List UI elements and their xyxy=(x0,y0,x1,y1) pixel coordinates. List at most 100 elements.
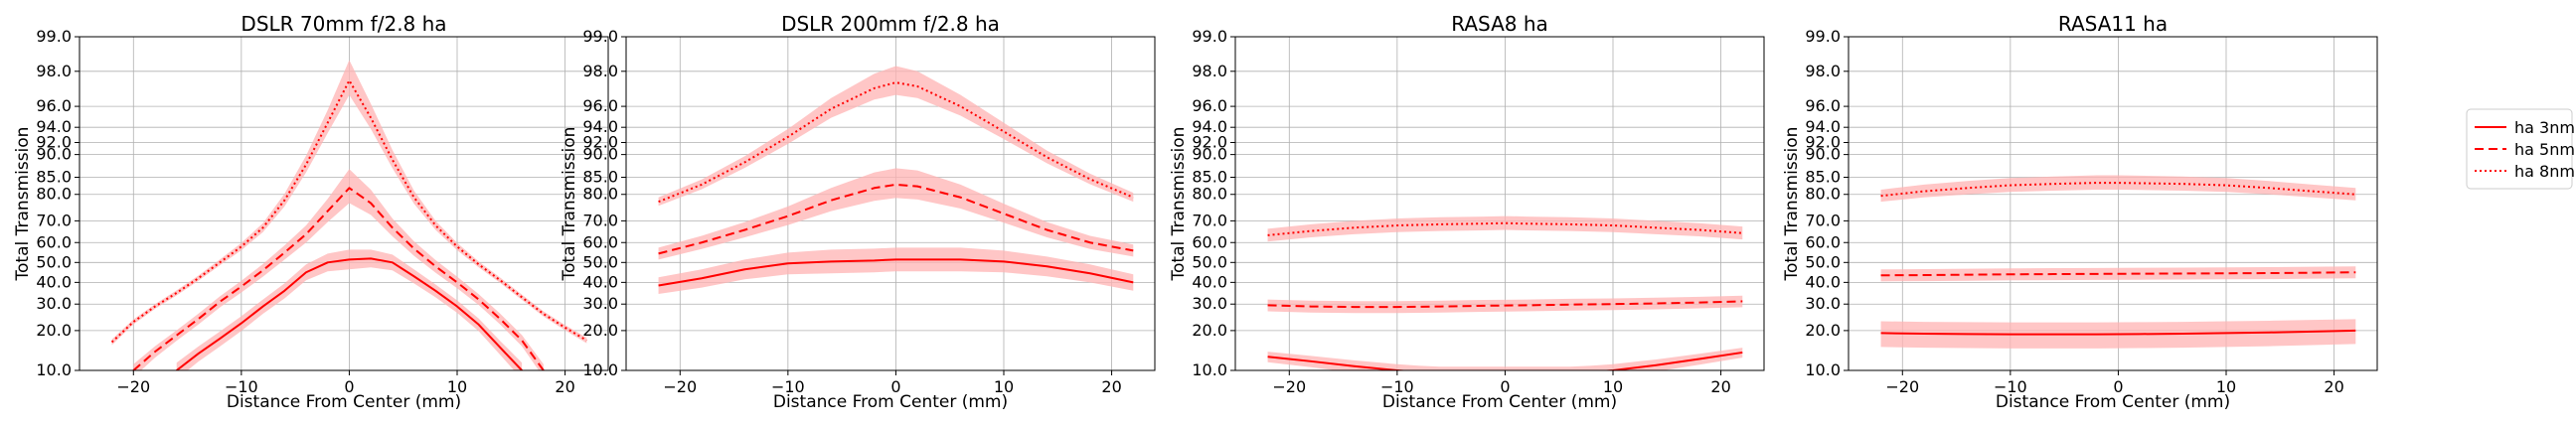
legend-label: ha 5nm xyxy=(2514,140,2575,159)
band-dotted xyxy=(658,66,1134,207)
y-tick-label: 98.0 xyxy=(1805,62,1841,80)
y-tick-label: 92.0 xyxy=(582,132,618,151)
y-tick-label: 10.0 xyxy=(36,360,72,379)
y-tick-label: 10.0 xyxy=(582,360,618,379)
y-axis-label: Total Transmission xyxy=(1782,127,1802,282)
band-dashed xyxy=(133,169,544,370)
y-tick-label: 90.0 xyxy=(36,145,72,164)
plot-frame xyxy=(1234,36,1765,371)
series-line-dashed xyxy=(132,187,545,370)
y-tick-label: 70.0 xyxy=(582,211,618,229)
y-tick-label: 94.0 xyxy=(36,117,72,136)
y-tick-label: 99.0 xyxy=(1192,27,1227,46)
y-tick-label: 20.0 xyxy=(36,321,72,340)
legend-label: ha 3nm xyxy=(2514,118,2575,137)
x-tick-label: −20 xyxy=(116,377,150,396)
y-tick-label: 40.0 xyxy=(36,272,72,291)
x-tick-label: −10 xyxy=(1380,377,1414,396)
legend-frame xyxy=(2466,108,2573,190)
y-tick-label: 30.0 xyxy=(582,294,618,313)
y-tick-label: 96.0 xyxy=(36,96,72,115)
series-line-dotted xyxy=(658,81,1134,204)
y-tick-label: 20.0 xyxy=(1192,321,1227,340)
band-dotted xyxy=(1267,215,1743,242)
y-tick-label: 70.0 xyxy=(1805,211,1841,229)
series-line-dotted xyxy=(1880,182,2356,198)
y-axis-label: Total Transmission xyxy=(1169,127,1189,282)
y-tick-label: 50.0 xyxy=(1192,252,1227,271)
series-line-dashed xyxy=(1267,300,1743,309)
chart-title: DSLR 70mm f/2.8 ha xyxy=(241,12,446,36)
x-tick-label: 20 xyxy=(555,377,574,396)
x-axis-label: Distance From Center (mm) xyxy=(773,392,1008,412)
y-tick-label: 85.0 xyxy=(582,168,618,187)
y-tick-label: 96.0 xyxy=(1192,96,1227,115)
x-tick-label: 10 xyxy=(1603,377,1623,396)
y-tick-label: 80.0 xyxy=(1192,185,1227,204)
x-tick-label: 20 xyxy=(1101,377,1121,396)
y-tick-label: 60.0 xyxy=(36,232,72,251)
x-tick-label: −10 xyxy=(1994,377,2027,396)
y-tick-label: 94.0 xyxy=(1192,117,1227,136)
y-tick-label: 20.0 xyxy=(582,321,618,340)
y-tick-label: 50.0 xyxy=(1805,252,1841,271)
x-axis-label: Distance From Center (mm) xyxy=(227,392,461,412)
x-tick-label: −20 xyxy=(663,377,697,396)
chart-title: RASA11 ha xyxy=(2058,12,2168,36)
y-tick-label: 60.0 xyxy=(1805,232,1841,251)
y-tick-label: 99.0 xyxy=(1805,27,1841,46)
y-tick-label: 85.0 xyxy=(36,168,72,187)
legend-label: ha 8nm xyxy=(2514,162,2575,181)
x-tick-label: 0 xyxy=(1500,377,1510,396)
y-tick-label: 98.0 xyxy=(582,62,618,80)
y-tick-label: 85.0 xyxy=(1192,168,1227,187)
y-tick-label: 99.0 xyxy=(582,27,618,46)
x-tick-label: −10 xyxy=(771,377,805,396)
y-tick-label: 30.0 xyxy=(1805,294,1841,313)
y-tick-label: 80.0 xyxy=(1805,185,1841,204)
x-tick-label: −20 xyxy=(1272,377,1306,396)
x-tick-label: 10 xyxy=(447,377,467,396)
x-axis-label: Distance From Center (mm) xyxy=(1382,392,1617,412)
x-tick-label: 20 xyxy=(1710,377,1730,396)
y-tick-label: 90.0 xyxy=(1805,145,1841,164)
chart-panel-3: 10.0 20.0 30.0 40.050.060.0 70.0 80.085.0 90.0… xyxy=(1169,12,1765,412)
y-tick-label: 90.0 xyxy=(582,145,618,164)
x-tick-label: 0 xyxy=(2113,377,2123,396)
series-line-dotted xyxy=(1267,221,1743,236)
y-tick-label: 30.0 xyxy=(1192,294,1227,313)
series-line-solid xyxy=(658,258,1134,287)
series-line-solid xyxy=(176,257,523,370)
chart-panel-1: 10.0 20.0 30.0 40.050.060.0 70.0 80.085.0 90.0… xyxy=(13,12,609,412)
y-tick-label: 85.0 xyxy=(1805,168,1841,187)
plot-frame xyxy=(1848,36,2378,371)
y-tick-label: 40.0 xyxy=(1192,272,1227,291)
y-tick-label: 40.0 xyxy=(582,272,618,291)
y-tick-label: 70.0 xyxy=(1192,211,1227,229)
y-tick-label: 99.0 xyxy=(36,27,72,46)
x-tick-label: 20 xyxy=(2324,377,2343,396)
series-line-dashed xyxy=(1880,271,2356,277)
y-axis-label: Total Transmission xyxy=(560,127,579,282)
x-tick-label: −10 xyxy=(225,377,258,396)
y-axis-label: Total Transmission xyxy=(13,127,33,282)
y-tick-label: 80.0 xyxy=(582,185,618,204)
y-tick-label: 60.0 xyxy=(582,232,618,251)
y-tick-label: 40.0 xyxy=(1805,272,1841,291)
band-solid xyxy=(658,247,1134,295)
x-tick-label: 0 xyxy=(344,377,354,396)
x-tick-label: 0 xyxy=(890,377,900,396)
x-axis-label: Distance From Center (mm) xyxy=(1996,392,2230,412)
y-tick-label: 98.0 xyxy=(36,62,72,80)
y-tick-label: 50.0 xyxy=(582,252,618,271)
y-tick-label: 96.0 xyxy=(1805,96,1841,115)
y-tick-label: 20.0 xyxy=(1805,321,1841,340)
y-tick-label: 90.0 xyxy=(1192,145,1227,164)
y-tick-label: 92.0 xyxy=(1805,132,1841,151)
chart-panel-4: 10.0 20.0 30.0 40.050.060.0 70.0 80.085.0 90.0… xyxy=(1782,12,2378,412)
band-dotted xyxy=(1880,175,2356,203)
y-tick-label: 92.0 xyxy=(36,132,72,151)
y-tick-label: 50.0 xyxy=(36,252,72,271)
x-tick-label: −20 xyxy=(1885,377,1919,396)
y-tick-label: 92.0 xyxy=(1192,132,1227,151)
